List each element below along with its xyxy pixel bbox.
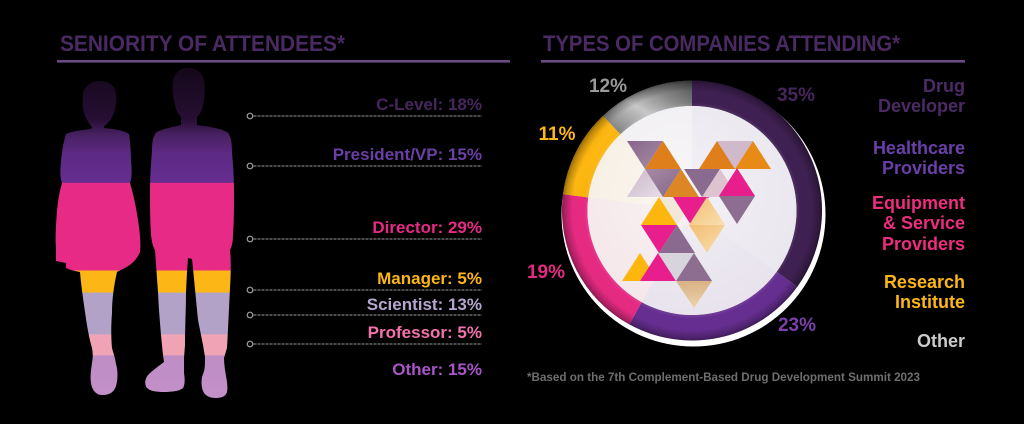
svg-text:Healthcare: Healthcare — [873, 138, 965, 158]
svg-text:Other: Other — [917, 331, 965, 351]
svg-text:C-Level: 18%: C-Level: 18% — [376, 95, 482, 114]
svg-text:Other: 15%: Other: 15% — [392, 360, 482, 379]
svg-text:President/VP: 15%: President/VP: 15% — [333, 145, 482, 164]
svg-text:Providers: Providers — [882, 234, 965, 254]
svg-text:35%: 35% — [777, 85, 815, 106]
svg-text:Research: Research — [884, 272, 965, 292]
svg-text:23%: 23% — [778, 315, 816, 336]
svg-text:& Service: & Service — [883, 213, 965, 233]
svg-text:Developer: Developer — [878, 96, 965, 116]
svg-text:Institute: Institute — [895, 292, 965, 312]
svg-text:Drug: Drug — [923, 76, 965, 96]
svg-text:Professor: 5%: Professor: 5% — [368, 323, 482, 342]
svg-text:Director: 29%: Director: 29% — [372, 218, 482, 237]
svg-text:Providers: Providers — [882, 158, 965, 178]
svg-text:11%: 11% — [539, 124, 576, 145]
svg-text:Manager: 5%: Manager: 5% — [377, 269, 482, 288]
svg-text:12%: 12% — [589, 76, 627, 97]
svg-text:Equipment: Equipment — [872, 193, 965, 213]
svg-text:TYPES OF COMPANIES ATTENDING*: TYPES OF COMPANIES ATTENDING* — [543, 31, 900, 56]
svg-text:*Based on the 7th Complement-B: *Based on the 7th Complement-Based Drug … — [527, 370, 920, 384]
svg-text:Scientist: 13%: Scientist: 13% — [367, 295, 482, 314]
svg-text:19%: 19% — [527, 262, 565, 283]
svg-text:SENIORITY OF ATTENDEES*: SENIORITY OF ATTENDEES* — [60, 31, 345, 56]
